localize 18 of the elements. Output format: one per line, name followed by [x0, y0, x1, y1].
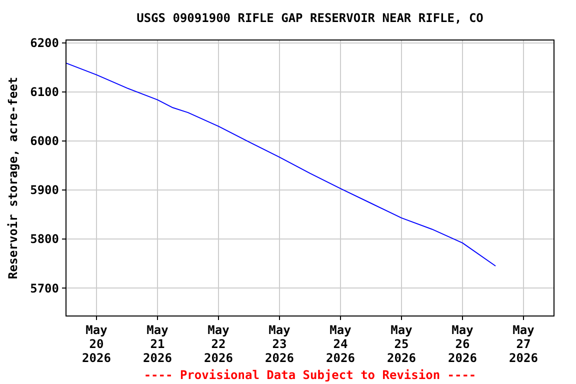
- y-tick-label: 6200: [30, 36, 59, 50]
- chart-title: USGS 09091900 RIFLE GAP RESERVOIR NEAR RIFLE, CO: [136, 11, 484, 25]
- x-tick-label: May 25 2026: [387, 323, 416, 365]
- x-tick-label: May 23 2026: [265, 323, 294, 365]
- x-tick-label: May 26 2026: [448, 323, 477, 365]
- y-tick-label: 5900: [30, 183, 59, 198]
- y-axis-title: Reservoir storage, acre-feet: [6, 76, 20, 280]
- y-tick-label: 6100: [30, 85, 59, 100]
- x-tick-label: May 21 2026: [143, 323, 172, 365]
- text: ---- Provisional Data Subject to Revision ----: [144, 368, 476, 382]
- x-tick-label: May 22 2026: [204, 323, 233, 365]
- x-tick-label: May 24 2026: [326, 323, 355, 365]
- line-series: [66, 62, 496, 266]
- x-tick-label: May 27 2026: [509, 323, 538, 365]
- y-tick-label: 6000: [30, 134, 59, 148]
- x-tick-label: May 20 2026: [82, 323, 111, 365]
- y-tick-label: 5700: [30, 281, 59, 296]
- y-tick-label: 5800: [30, 232, 59, 246]
